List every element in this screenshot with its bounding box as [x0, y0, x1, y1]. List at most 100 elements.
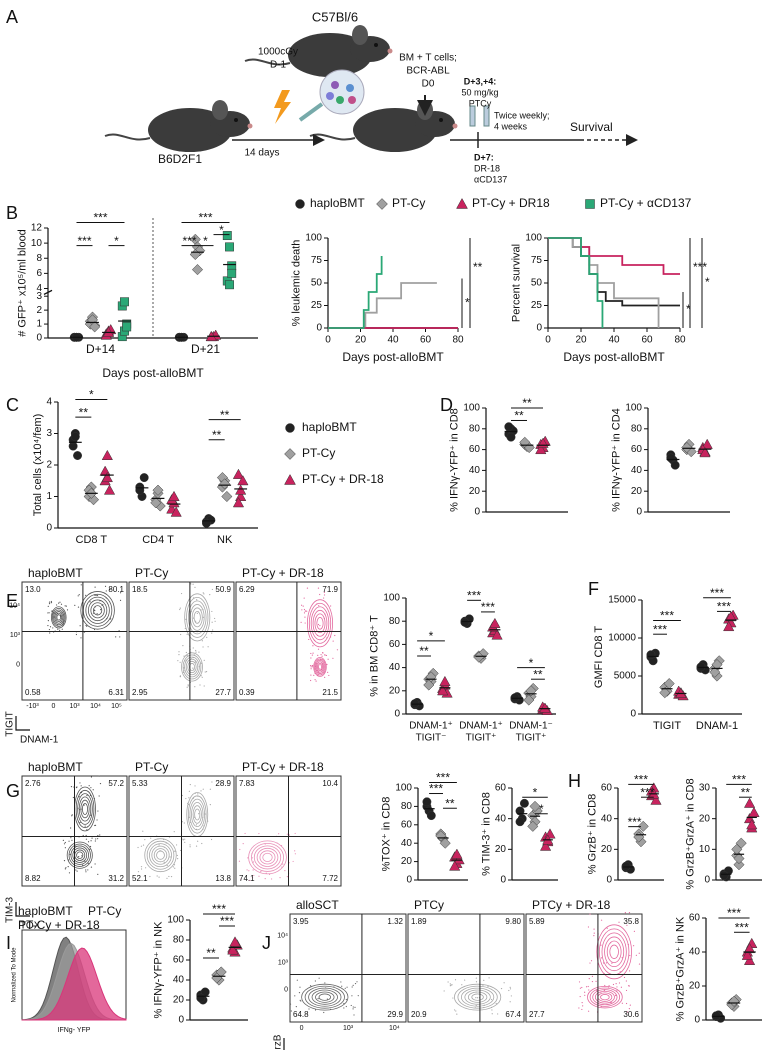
event-dot: [476, 997, 479, 999]
contour: [156, 850, 165, 860]
event-dot: [332, 640, 334, 642]
x-tick-label: D+21: [191, 342, 220, 356]
event-dot: [247, 857, 249, 859]
event-dot: [79, 625, 81, 627]
label: 1000cGy: [258, 47, 298, 58]
flow-tick: 10³: [69, 703, 80, 710]
event-dot: [187, 685, 189, 687]
data-point: [519, 436, 531, 448]
y-tick-label: 40: [631, 465, 643, 476]
curve: [548, 237, 604, 328]
contour: [80, 591, 115, 630]
event-dot: [509, 988, 512, 990]
flow-tick: 10⁴: [389, 1025, 400, 1032]
y-tick-label: 20: [601, 844, 613, 855]
event-dot: [606, 927, 608, 929]
event-dot: [303, 608, 306, 611]
data-point: [150, 497, 162, 509]
data-point: [504, 422, 514, 432]
event-dot: [323, 1011, 325, 1014]
event-dot: [352, 1008, 354, 1010]
event-dot: [99, 782, 102, 785]
significance-label: **: [522, 396, 532, 410]
data-point: [196, 993, 206, 1003]
quadrant-value: 67.4: [505, 1010, 521, 1019]
event-dot: [611, 962, 613, 964]
event-dot: [621, 1002, 623, 1004]
y-tick-label: 6: [36, 268, 42, 279]
panel-label: J: [262, 933, 271, 953]
quadrant-value: 8.82: [25, 874, 41, 883]
axis-break: [43, 290, 53, 295]
event-dot: [85, 838, 88, 840]
event-dot: [212, 629, 214, 631]
contour: [182, 654, 202, 680]
mouse-icon: [244, 25, 393, 77]
quadrant-value: 74.1: [239, 874, 255, 883]
x-tick-label: TIGIT⁺: [516, 733, 547, 744]
event-dot: [628, 1008, 630, 1010]
event-dot: [317, 998, 319, 1000]
panel-label: C: [6, 395, 19, 415]
event-dot: [83, 804, 85, 806]
flow-axis-label: GrzB: [273, 1034, 284, 1050]
significance-label: ***: [182, 234, 196, 248]
significance-label: ***: [693, 260, 707, 274]
plot-frame: [407, 913, 525, 1023]
event-dot: [174, 867, 176, 869]
y-tick-label: 1: [46, 491, 52, 502]
event-dot: [47, 619, 49, 622]
contour: [70, 845, 89, 865]
y-axis-label: % leukemic death: [291, 240, 303, 327]
plot-frame: [525, 913, 643, 1023]
data-point: [191, 264, 204, 276]
event-dot: [600, 944, 602, 946]
event-dot: [314, 679, 316, 681]
event-dot: [104, 585, 107, 587]
event-dot: [203, 659, 205, 661]
event-dot: [200, 790, 202, 792]
y-tick-label: 3: [36, 291, 42, 302]
axis-corner: [15, 902, 30, 917]
event-dot: [615, 983, 617, 985]
quadrant-value: 35.8: [623, 917, 639, 926]
event-dot: [90, 840, 92, 842]
event-dot: [497, 1013, 499, 1015]
data-point: [529, 800, 541, 812]
flow-tick: 0: [52, 703, 56, 710]
event-dot: [638, 963, 641, 965]
quadrant-value: 64.8: [293, 1010, 309, 1019]
x-tick-label: D+14: [86, 342, 115, 356]
contour: [52, 607, 66, 627]
event-dot: [142, 830, 144, 832]
x-axis-label: Days post-alloBMT: [102, 366, 204, 380]
data-point: [89, 321, 101, 333]
label: D+7:: [474, 152, 494, 162]
y-tick-label: 25: [311, 300, 323, 311]
significance-label: **: [212, 428, 222, 442]
event-dot: [625, 980, 627, 982]
contour: [308, 987, 342, 1007]
event-dot: [181, 821, 183, 823]
contour: [609, 944, 619, 959]
event-dot: [323, 591, 325, 593]
quadrant-value: 10.4: [322, 779, 338, 788]
y-axis-label: Total cells (x10⁴/fem): [32, 414, 44, 517]
event-dot: [119, 592, 122, 594]
event-dot: [317, 587, 320, 589]
y-axis-label: % TIM-3⁺ in CD8: [480, 792, 492, 876]
significance-label: *: [89, 388, 94, 402]
contour: [153, 848, 168, 863]
contour: [144, 838, 177, 873]
quadrant-value: 7.72: [322, 874, 338, 883]
flow-tick: 0: [284, 986, 288, 993]
significance-label: *: [465, 295, 470, 309]
event-dot: [85, 624, 87, 627]
data-point: [723, 620, 735, 632]
y-tick-label: 100: [463, 403, 480, 414]
event-dot: [210, 838, 213, 841]
data-point: [453, 854, 465, 865]
contour: [76, 851, 84, 859]
contour: [185, 658, 199, 676]
event-dot: [70, 827, 72, 829]
